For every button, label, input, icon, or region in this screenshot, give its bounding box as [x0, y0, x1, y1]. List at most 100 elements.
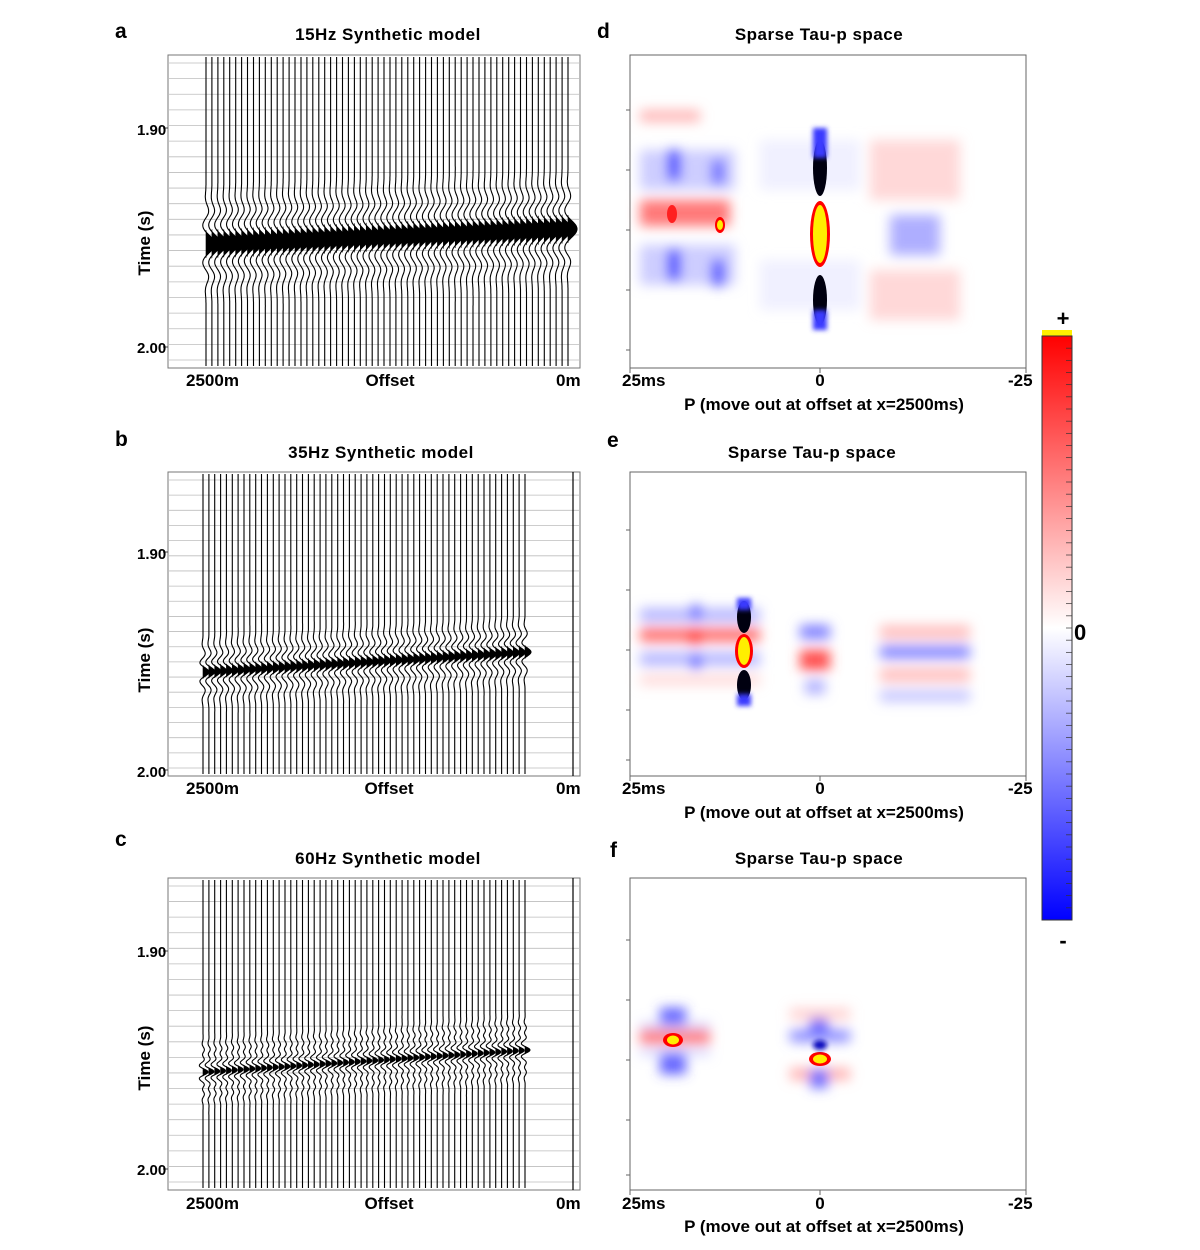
trace-fill: [202, 1067, 209, 1077]
trace-fill: [442, 1051, 449, 1061]
trace: [273, 57, 287, 366]
trace: [485, 880, 496, 1188]
trace: [534, 57, 548, 366]
trace: [427, 57, 442, 366]
trace: [404, 474, 415, 774]
trace: [252, 474, 263, 774]
colorbar: + 0 -: [1041, 306, 1086, 953]
trace: [293, 474, 304, 774]
trace: [285, 57, 299, 366]
trace: [281, 474, 292, 774]
panel-letter: b: [115, 428, 128, 451]
trace-fill: [214, 1067, 221, 1076]
tau-p-plot: [626, 471, 1027, 781]
x-tick-mid: 0: [815, 371, 824, 390]
trace: [328, 474, 339, 774]
trace: [503, 474, 514, 774]
trace-fill: [425, 1052, 431, 1062]
trace-fill: [389, 1054, 396, 1064]
x-tick-left: 2500m: [186, 371, 239, 390]
trace: [228, 880, 238, 1188]
trace: [397, 880, 408, 1188]
trace-fill: [395, 1054, 402, 1064]
trace: [304, 880, 315, 1188]
trace-fill: [448, 1051, 455, 1060]
trace: [198, 880, 209, 1188]
trace: [350, 57, 364, 366]
trace: [310, 474, 321, 774]
panel-d: d Sparse Tau-p space: [597, 20, 1033, 414]
trace: [374, 880, 385, 1188]
trace-fill: [524, 1045, 531, 1055]
trace: [491, 880, 502, 1188]
trace: [225, 57, 240, 366]
trace: [368, 57, 382, 366]
trace: [386, 474, 397, 774]
trace: [487, 57, 501, 366]
trace: [216, 474, 228, 774]
trace-fill: [343, 1058, 349, 1068]
tau-p-plot: [626, 877, 1027, 1195]
y-axis-label: Time (s): [135, 211, 154, 276]
trace: [286, 880, 297, 1188]
trace: [333, 474, 345, 774]
trace-fill: [231, 1065, 238, 1075]
trace-fill: [366, 1056, 373, 1066]
panel-title: 35Hz Synthetic model: [288, 443, 474, 462]
trace: [438, 880, 449, 1188]
tau-p-peaks: [663, 1033, 831, 1066]
panel-f: f Sparse Tau-p space: [610, 839, 1033, 1236]
trace: [481, 57, 495, 366]
panel-c: c 60Hz Synthetic model 1.90 2.00 Time (s…: [115, 828, 581, 1213]
trace: [410, 474, 421, 774]
y-tick-label: 2.00: [137, 764, 166, 781]
x-axis-label: P (move out at offset at x=2500ms): [684, 1217, 964, 1236]
x-tick-right: 0m: [556, 1194, 581, 1213]
seismic-plot: [163, 471, 581, 777]
trace: [522, 57, 537, 366]
trace: [504, 57, 519, 366]
trace: [309, 57, 323, 366]
trace: [368, 880, 379, 1188]
tau-p-plot: [626, 54, 1027, 373]
gridlines: [168, 479, 580, 769]
tau-p-peaks: [667, 128, 830, 330]
trace: [391, 880, 402, 1188]
colorbar-ticks: [1066, 335, 1072, 921]
trace: [333, 880, 344, 1188]
trace: [480, 474, 491, 774]
trace: [263, 880, 273, 1188]
trace: [497, 474, 509, 774]
plot-ticks: [626, 109, 1027, 373]
x-tick-right: 0m: [556, 371, 581, 390]
trace: [309, 880, 320, 1188]
trace: [498, 57, 513, 366]
trace-fill: [471, 1049, 478, 1059]
trace: [297, 57, 311, 366]
panel-letter: e: [607, 429, 619, 452]
trace: [493, 57, 507, 366]
panel-letter: f: [610, 839, 618, 862]
x-tick-right: 0m: [556, 779, 581, 798]
trace: [528, 57, 542, 366]
trace: [515, 474, 526, 774]
trace: [251, 880, 262, 1188]
trace: [558, 57, 572, 366]
trace: [208, 57, 222, 366]
trace: [409, 57, 424, 366]
wiggle-traces: [198, 880, 531, 1188]
trace: [509, 474, 520, 774]
trace: [374, 57, 388, 366]
trace-fill: [512, 1046, 519, 1056]
panel-title: 60Hz Synthetic model: [295, 849, 481, 868]
x-tick-left: 2500m: [186, 779, 239, 798]
wiggle-traces: [199, 474, 532, 774]
x-axis-label: Offset: [365, 371, 414, 390]
trace: [257, 474, 269, 774]
x-tick-right: -25: [1008, 371, 1033, 390]
tau-p-energy: [640, 605, 970, 702]
trace: [249, 57, 264, 366]
trace: [421, 474, 433, 774]
trace-fill: [296, 1061, 303, 1071]
trace-fill: [331, 1059, 338, 1068]
